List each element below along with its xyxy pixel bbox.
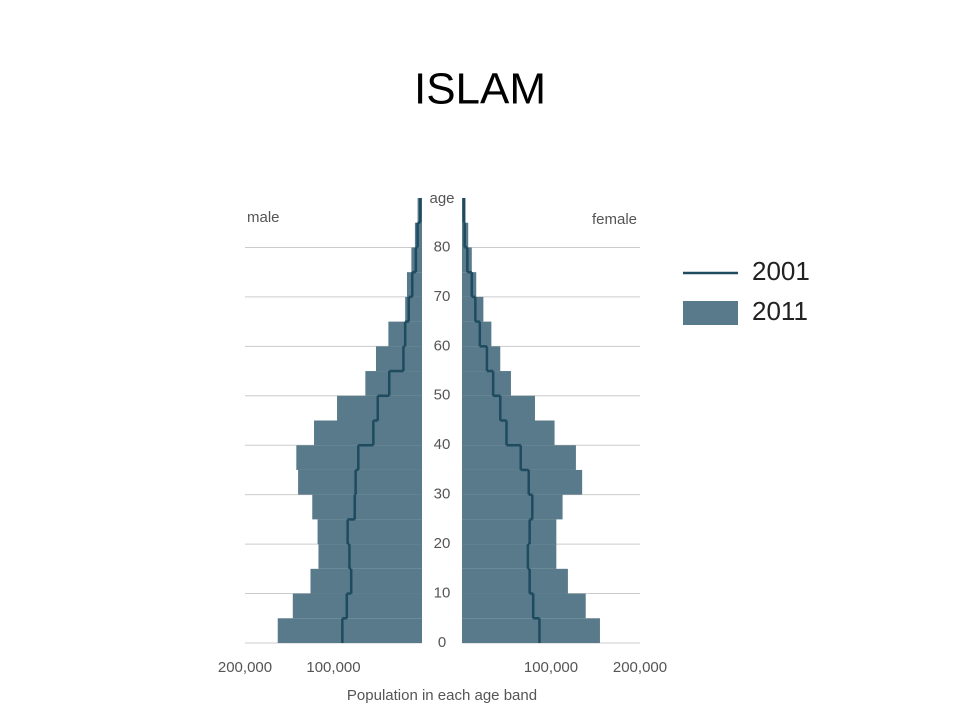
bar (462, 371, 511, 396)
y-tick-label: 60 (434, 337, 451, 354)
bar (337, 395, 422, 421)
y-tick-label: 0 (438, 634, 446, 651)
bar (365, 371, 422, 396)
y-tick-label: 50 (434, 387, 451, 404)
bar (462, 568, 568, 594)
bar (314, 420, 422, 446)
bar (292, 593, 422, 619)
legend-swatch (683, 301, 738, 325)
bar (462, 346, 501, 372)
bar (462, 618, 600, 643)
y-tick-label: 70 (434, 288, 451, 305)
y-tick-label: 30 (434, 486, 451, 503)
y-tick-label: 80 (434, 238, 451, 255)
bar (406, 272, 422, 297)
x-axis-label: Population in each age band (347, 687, 537, 704)
bar (462, 420, 555, 446)
y-tick-label: 10 (434, 585, 451, 602)
bar (462, 519, 557, 545)
bar (462, 469, 583, 495)
chart-title: ISLAM (414, 65, 546, 114)
right-label: female (592, 211, 637, 228)
bar (310, 568, 422, 594)
bar (462, 321, 492, 347)
bar (375, 346, 422, 372)
y-tick-label: 20 (434, 535, 451, 552)
bar (462, 593, 586, 619)
left-label: male (247, 209, 280, 226)
bar (298, 469, 422, 495)
bar (318, 544, 422, 569)
bar (462, 445, 576, 470)
x-tick-label: 200,000 (613, 659, 667, 676)
x-tick-label: 100,000 (524, 659, 578, 676)
legend-label: 2001 (752, 256, 810, 286)
bar (462, 272, 477, 297)
y-axis-label: age (429, 190, 454, 207)
x-tick-label: 200,000 (218, 659, 272, 676)
bar (277, 618, 422, 643)
legend-label: 2011 (752, 296, 808, 326)
bar (462, 494, 563, 520)
bar (317, 519, 422, 545)
bar (462, 395, 535, 421)
bar (462, 296, 484, 322)
bar (462, 544, 557, 569)
bar (312, 494, 422, 520)
y-tick-label: 40 (434, 436, 451, 453)
x-tick-label: 100,000 (306, 659, 360, 676)
